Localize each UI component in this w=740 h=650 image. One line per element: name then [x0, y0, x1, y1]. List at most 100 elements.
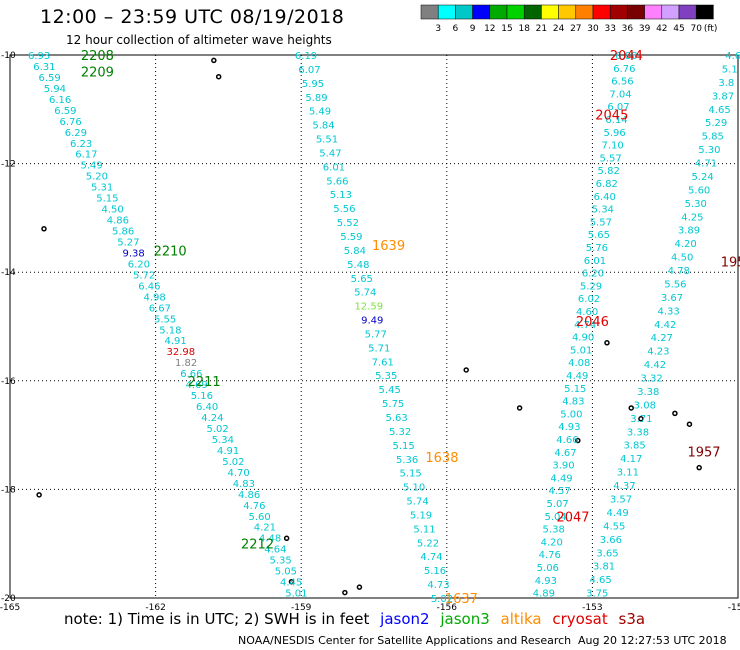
footer-note: note: 1) Time is in UTC; 2) SWH is in fe… [64, 610, 651, 628]
wave-height-label: 4.65 [590, 575, 612, 586]
wave-height-label: 5.60 [688, 185, 710, 196]
wave-height-label: 5.01 [570, 345, 592, 356]
note-text: note: 1) Time is in UTC; 2) SWH is in fe… [64, 610, 370, 628]
wave-height-label: 7.04 [609, 89, 631, 100]
wave-height-label: 4.08 [568, 358, 590, 369]
colorbar-swatch [695, 4, 714, 20]
y-tick-label: -20 [1, 594, 16, 604]
wave-height-label: 5.75 [382, 399, 404, 410]
wave-height-label: 5.32 [389, 427, 411, 438]
wave-height-label: 4.20 [541, 537, 563, 548]
page-subtitle: 12 hour collection of altimeter wave hei… [66, 33, 332, 47]
wave-height-label: 4.60 [576, 307, 598, 318]
pass-number-label: 1638 [425, 451, 458, 466]
wave-height-label: 5.65 [351, 274, 373, 285]
wave-height-label: 3.08 [634, 400, 656, 411]
x-tick-label: -162 [145, 603, 165, 613]
wave-height-label: 6.76 [613, 64, 635, 75]
wave-height-label: 5.05 [275, 567, 297, 578]
wave-height-label: 4.27 [651, 333, 673, 344]
island-outline [356, 584, 363, 590]
wave-height-label: 4.73 [427, 580, 449, 591]
wave-height-label: 5.04 [545, 512, 567, 523]
legend-jason3: jason3 [440, 610, 490, 628]
pass-number-label: 2044 [610, 49, 643, 64]
legend-jason2: jason2 [380, 610, 430, 628]
wave-height-label: 6.76 [59, 117, 81, 128]
wave-height-label: 5.77 [365, 329, 387, 340]
pass-number-label: 2208 [81, 49, 114, 64]
wave-height-label: 5.52 [337, 218, 359, 229]
wave-height-label: 5.56 [664, 279, 686, 290]
wave-height-label: 7.61 [372, 357, 394, 368]
island-outline [41, 226, 47, 232]
pass-number-label: 2210 [154, 244, 187, 259]
wave-height-label: 5.57 [590, 217, 612, 228]
wave-height-label: 5.71 [368, 343, 390, 354]
island-outline [696, 464, 702, 471]
wave-height-label: 5.63 [386, 413, 408, 424]
wave-height-label: 4.49 [607, 508, 629, 519]
island-outline [211, 57, 217, 64]
wave-height-label: 4.98 [143, 292, 165, 303]
wave-height-label: 5.27 [117, 238, 139, 249]
wave-height-label: 5.74 [354, 288, 376, 299]
wave-height-label: 4.17 [620, 454, 642, 465]
wave-height-label: 6.31 [33, 62, 55, 73]
wave-height-label: 1.82 [175, 358, 197, 369]
wave-height-label: 4.64 [264, 545, 286, 556]
y-tick-label: -12 [1, 160, 16, 170]
colorbar-label: 36 [622, 24, 634, 34]
wave-height-label: 5.45 [379, 385, 401, 396]
wave-height-label: 4.67 [554, 448, 576, 459]
wave-height-label: 4.69 [185, 380, 207, 391]
wave-height-label: 5.29 [705, 118, 727, 129]
wave-height-label: 5.16 [424, 566, 446, 577]
wave-height-label: 6.40 [196, 402, 218, 413]
wave-height-label: 4.48 [259, 534, 281, 545]
wave-height-label: 4.71 [695, 159, 717, 170]
wave-height-label: 5.38 [543, 525, 565, 536]
wave-height-label: 4.89 [533, 589, 555, 600]
wave-height-label: 3.81 [593, 562, 615, 573]
pass-number-label: 2212 [241, 538, 274, 553]
pass-number-label: 2047 [556, 511, 589, 526]
wave-height-label: 6.59 [38, 73, 60, 84]
wave-height-label: 12.59 [354, 302, 383, 313]
wave-height-label: 5.20 [86, 172, 108, 183]
wave-height-label: 5.76 [586, 243, 608, 254]
wave-height-label: 6.23 [70, 139, 92, 150]
wave-height-label: 4.49 [566, 371, 588, 382]
wave-height-label: 5.96 [603, 128, 625, 139]
pass-number-label: 2209 [81, 65, 114, 80]
pass-number-label: 1637 [445, 592, 478, 607]
wave-height-label: 3.75 [586, 589, 608, 600]
wave-height-label: 5.89 [305, 93, 327, 104]
colorbar-unit: (ft) [704, 24, 718, 34]
colorbar-label: 45 [673, 24, 684, 34]
wave-height-label: 3.65 [596, 548, 618, 559]
y-tick-label: -10 [1, 51, 16, 61]
wave-height-label: 3.38 [627, 427, 649, 438]
wave-height-label: 3.66 [600, 535, 622, 546]
wave-height-label: 5.31 [91, 183, 113, 194]
wave-height-label: 5.49 [309, 107, 331, 118]
wave-height-label: 5.30 [698, 145, 720, 156]
legend-s3a: s3a [618, 610, 646, 628]
island-outline [686, 421, 693, 427]
wave-height-label: 4.57 [548, 486, 570, 497]
wave-height-label: 4.20 [674, 239, 696, 250]
wave-height-label: 5.60 [248, 512, 270, 523]
island-outline [463, 367, 469, 373]
wave-height-label: 9.49 [361, 316, 383, 327]
colorbar-label: 18 [518, 24, 530, 34]
page-title: 12:00 – 23:59 UTC 08/19/2018 [40, 6, 345, 28]
map-frame [9, 54, 739, 599]
wave-height-label: 4.55 [603, 521, 625, 532]
wave-height-label: 5.34 [212, 435, 234, 446]
wave-height-label: 9.38 [122, 248, 144, 259]
colorbar-label: 6 [453, 24, 459, 34]
pass-number-label: 1639 [372, 239, 405, 254]
island-outline [628, 405, 634, 411]
